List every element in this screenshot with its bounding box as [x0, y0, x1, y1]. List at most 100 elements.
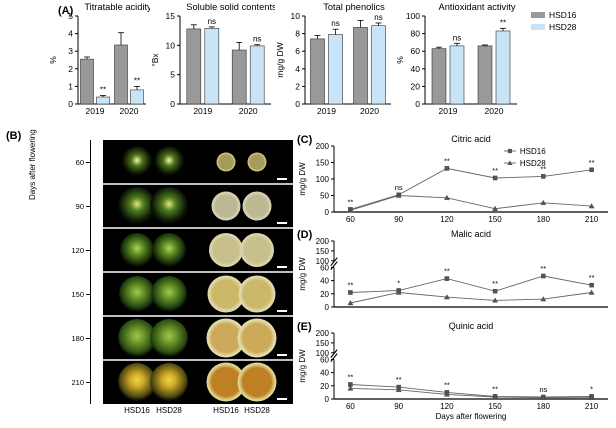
svg-text:**: **	[444, 380, 450, 389]
svg-text:mg/g DW: mg/g DW	[275, 42, 285, 77]
svg-text:10: 10	[291, 11, 301, 21]
svg-text:mg/g DW: mg/g DW	[298, 162, 307, 196]
svg-text:**: **	[444, 156, 450, 165]
svg-text:*: *	[397, 279, 400, 288]
svg-text:20: 20	[320, 382, 329, 391]
svg-text:0: 0	[295, 99, 300, 109]
svg-text:HSD28: HSD28	[520, 159, 546, 168]
svg-text:4: 4	[295, 64, 300, 74]
svg-text:120: 120	[440, 215, 454, 224]
svg-text:ns: ns	[253, 35, 261, 44]
svg-text:2020: 2020	[239, 106, 258, 116]
svg-text:120: 120	[440, 402, 454, 411]
svg-text:2019: 2019	[86, 106, 105, 116]
svg-text:**: **	[347, 197, 353, 206]
svg-text:**: **	[589, 273, 595, 282]
svg-text:80: 80	[411, 29, 421, 39]
svg-text:210: 210	[585, 402, 599, 411]
svg-text:150: 150	[488, 402, 502, 411]
svg-text:2020: 2020	[120, 106, 139, 116]
svg-text:5: 5	[68, 11, 73, 21]
svg-text:**: **	[492, 384, 498, 393]
svg-text:8: 8	[295, 29, 300, 39]
svg-text:2020: 2020	[360, 106, 379, 116]
svg-text:**: **	[100, 86, 106, 95]
svg-text:**: **	[492, 166, 498, 175]
svg-text:2: 2	[68, 64, 73, 74]
svg-text:Days after flowering: Days after flowering	[436, 412, 507, 421]
svg-text:Citric acid: Citric acid	[451, 134, 491, 144]
svg-text:60: 60	[411, 46, 421, 56]
svg-text:10: 10	[166, 40, 176, 50]
svg-text:ns: ns	[395, 183, 403, 192]
svg-text:3: 3	[68, 46, 73, 56]
svg-text:Antioxidant activity: Antioxidant activity	[439, 2, 516, 12]
svg-text:%: %	[48, 56, 58, 64]
svg-text:60: 60	[346, 215, 355, 224]
svg-text:150: 150	[316, 159, 330, 168]
svg-text:0: 0	[325, 303, 330, 312]
svg-text:200: 200	[316, 142, 330, 151]
svg-text:5: 5	[170, 70, 175, 80]
svg-text:0: 0	[170, 99, 175, 109]
svg-text:**: **	[540, 264, 546, 273]
svg-text:**: **	[589, 158, 595, 167]
svg-text:200: 200	[316, 329, 330, 338]
svg-text:100: 100	[406, 11, 420, 21]
svg-text:2019: 2019	[439, 106, 458, 116]
svg-text:60: 60	[320, 263, 329, 272]
svg-text:2019: 2019	[193, 106, 212, 116]
svg-text:ns: ns	[331, 19, 339, 28]
svg-text:*: *	[590, 384, 593, 393]
svg-text:ns: ns	[208, 17, 216, 26]
svg-text:20: 20	[320, 290, 329, 299]
svg-text:**: **	[134, 76, 140, 85]
svg-text:2: 2	[295, 81, 300, 91]
svg-text:Quinic acid: Quinic acid	[449, 321, 494, 331]
svg-text:150: 150	[316, 247, 330, 256]
svg-text:6: 6	[295, 46, 300, 56]
svg-text:mg/g DW: mg/g DW	[298, 349, 307, 383]
svg-text:4: 4	[68, 29, 73, 39]
svg-text:90: 90	[394, 215, 403, 224]
svg-text:Malic acid: Malic acid	[451, 229, 491, 239]
svg-text:15: 15	[166, 11, 176, 21]
svg-text:20: 20	[411, 81, 421, 91]
svg-text:%: %	[395, 56, 405, 64]
svg-text:40: 40	[411, 64, 421, 74]
svg-text:**: **	[444, 267, 450, 276]
svg-text:2019: 2019	[317, 106, 336, 116]
svg-text:200: 200	[316, 237, 330, 246]
svg-text:60: 60	[320, 355, 329, 364]
svg-text:60: 60	[346, 402, 355, 411]
svg-text:0: 0	[68, 99, 73, 109]
svg-text:**: **	[347, 281, 353, 290]
svg-text:ns: ns	[539, 385, 547, 394]
svg-text:40: 40	[320, 369, 329, 378]
svg-text:40: 40	[320, 277, 329, 286]
svg-text:Titratable acidity: Titratable acidity	[84, 2, 150, 12]
svg-text:HSD16: HSD16	[520, 147, 546, 156]
svg-text:180: 180	[537, 402, 551, 411]
svg-text:Total phenolics: Total phenolics	[323, 2, 385, 12]
svg-text:ns: ns	[374, 13, 382, 22]
svg-text:**: **	[492, 279, 498, 288]
svg-text:150: 150	[488, 215, 502, 224]
svg-text:180: 180	[537, 215, 551, 224]
svg-text:0: 0	[325, 208, 330, 217]
svg-text:**: **	[396, 375, 402, 384]
svg-text:100: 100	[316, 175, 330, 184]
svg-text:**: **	[347, 373, 353, 382]
svg-text:50: 50	[320, 192, 329, 201]
svg-text:**: **	[500, 18, 506, 27]
svg-text:°Bx: °Bx	[150, 53, 160, 67]
svg-text:1: 1	[68, 81, 73, 91]
svg-text:2020: 2020	[485, 106, 504, 116]
svg-text:150: 150	[316, 339, 330, 348]
svg-text:0: 0	[415, 99, 420, 109]
svg-text:Soluble solid contents: Soluble solid contents	[186, 2, 275, 12]
svg-text:90: 90	[394, 402, 403, 411]
svg-text:mg/g DW: mg/g DW	[298, 257, 307, 291]
svg-text:0: 0	[325, 395, 330, 404]
svg-text:210: 210	[585, 215, 599, 224]
